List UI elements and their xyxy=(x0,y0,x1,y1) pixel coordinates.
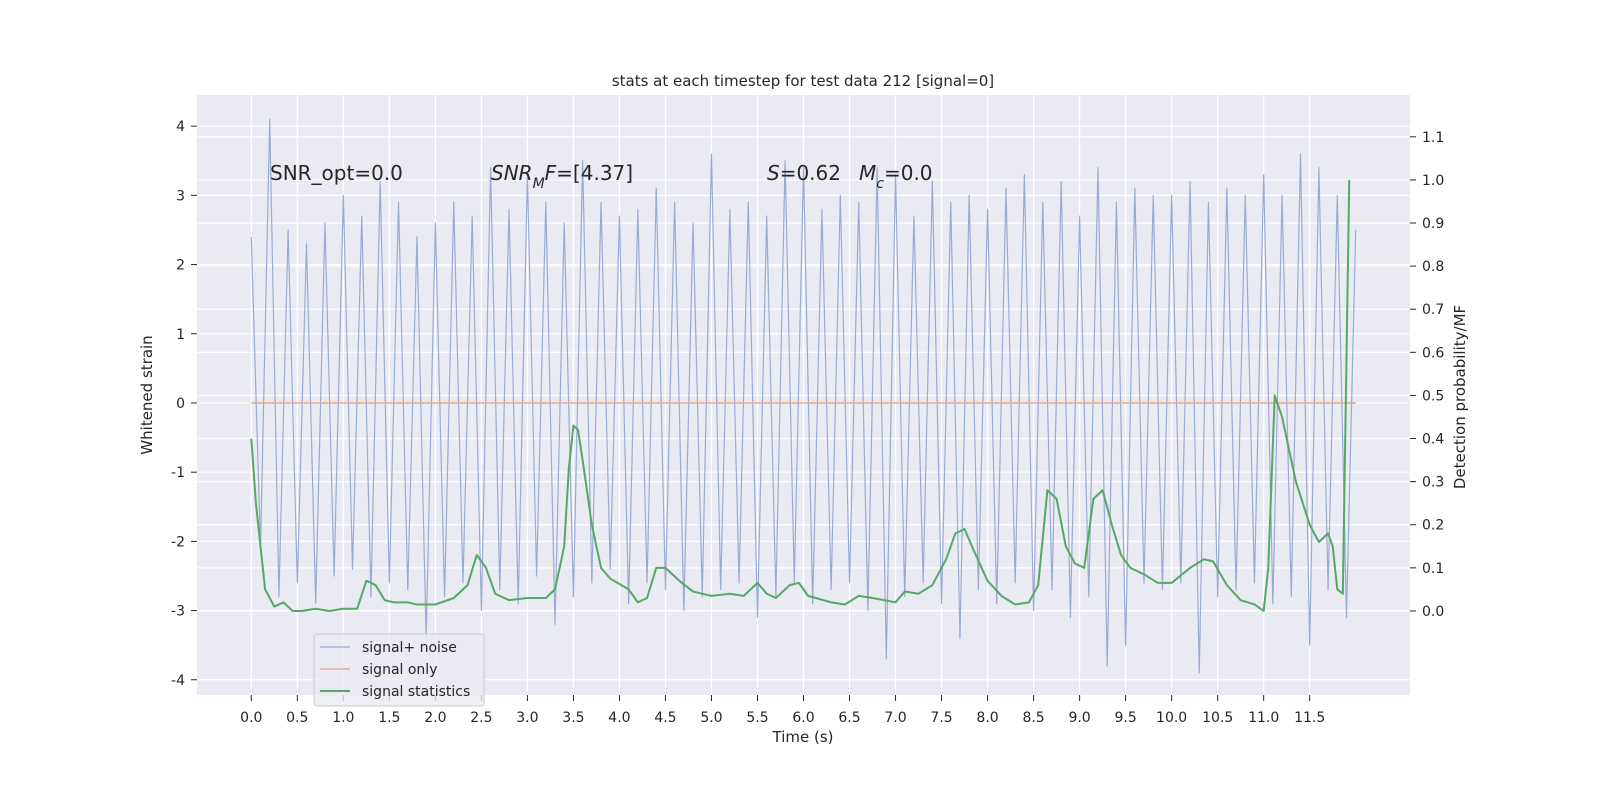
x-tick-label: 8.5 xyxy=(1022,710,1044,726)
annotation-part: F xyxy=(545,161,557,185)
x-tick-label: 2.5 xyxy=(470,710,492,726)
annotation: S=0.62 xyxy=(767,161,841,185)
x-tick-label: 11.0 xyxy=(1248,710,1279,726)
y2-tick-label: 0.7 xyxy=(1422,302,1444,318)
annotation: SNRMF=[4.37] xyxy=(491,161,633,192)
x-tick-label: 10.0 xyxy=(1156,710,1187,726)
legend: signal+ noise signal only signal statistic… xyxy=(313,633,485,707)
x-axis-label: Time (s) xyxy=(772,728,834,746)
y-tick-label: -4 xyxy=(171,673,185,689)
annotation-part: M xyxy=(533,176,545,192)
y-tick-label: 3 xyxy=(176,188,185,204)
y-tick-label: 1 xyxy=(176,327,185,343)
x-tick-label: 4.0 xyxy=(608,710,630,726)
x-tick-label: 1.5 xyxy=(378,710,400,726)
y2-tick-label: 0.4 xyxy=(1422,432,1444,448)
x-tick-label: 7.0 xyxy=(884,710,906,726)
y2-tick-label: 0.8 xyxy=(1422,259,1444,275)
annotation: SNR_opt=0.0 xyxy=(270,161,403,185)
annotation-part: S xyxy=(767,161,780,185)
x-tick-label: 4.5 xyxy=(654,710,676,726)
legend-label: signal only xyxy=(362,662,437,678)
x-tick-label: 5.5 xyxy=(746,710,768,726)
x-tick-label: 0.5 xyxy=(286,710,308,726)
annotation-part: SNR_opt=0.0 xyxy=(270,161,403,185)
y2-axis-label: Detection probability/MF xyxy=(1451,305,1469,489)
annotation-part: =0.0 xyxy=(884,161,933,185)
y2-tick-label: 1.0 xyxy=(1422,173,1444,189)
y2-tick-label: 0.6 xyxy=(1422,345,1444,361)
y2-tick-label: 0.0 xyxy=(1422,604,1444,620)
x-tick-label: 1.0 xyxy=(332,710,354,726)
x-tick-label: 9.0 xyxy=(1068,710,1090,726)
y2-tick-label: 0.1 xyxy=(1422,561,1444,577)
y-tick-label: -3 xyxy=(171,604,185,620)
legend-label: signal statistics xyxy=(362,684,470,700)
series-line xyxy=(250,118,1357,674)
y2-tick-label: 0.2 xyxy=(1422,518,1444,534)
y-tick-label: -2 xyxy=(171,534,185,550)
y-axis-label: Whitened strain xyxy=(138,335,156,454)
x-tick-label: 11.5 xyxy=(1294,710,1325,726)
y2-tick-label: 0.5 xyxy=(1422,388,1444,404)
x-tick-label: 6.0 xyxy=(792,710,814,726)
x-tick-label: 5.0 xyxy=(700,710,722,726)
x-tick-label: 3.0 xyxy=(516,710,538,726)
chart-title: stats at each timestep for test data 212… xyxy=(612,72,994,90)
x-tick-label: 9.5 xyxy=(1114,710,1136,726)
y2-tick-label: 1.1 xyxy=(1422,130,1444,146)
x-tick-label: 10.5 xyxy=(1202,710,1233,726)
annotation-part: =[4.37] xyxy=(556,161,633,185)
x-tick-label: 3.5 xyxy=(562,710,584,726)
annotation-part: c xyxy=(876,176,884,192)
y-tick-label: -1 xyxy=(171,465,185,481)
x-tick-label: 6.5 xyxy=(838,710,860,726)
y2-tick-label: 0.3 xyxy=(1422,475,1444,491)
y-tick-label: 2 xyxy=(176,258,185,274)
annotation-part: =0.62 xyxy=(780,161,841,185)
series-line xyxy=(250,179,1351,612)
y-tick-label: 4 xyxy=(176,119,185,135)
y2-tick-label: 0.9 xyxy=(1422,216,1444,232)
y-tick-label: 0 xyxy=(176,396,185,412)
annotation: Mc=0.0 xyxy=(859,161,933,192)
legend-label: signal+ noise xyxy=(362,640,457,656)
annotation-part: SNR xyxy=(491,161,533,185)
x-tick-label: 0.0 xyxy=(240,710,262,726)
x-tick-label: 7.5 xyxy=(930,710,952,726)
x-tick-label: 8.0 xyxy=(976,710,998,726)
legend-box xyxy=(313,633,485,707)
annotation-part: M xyxy=(859,161,876,185)
x-tick-label: 2.0 xyxy=(424,710,446,726)
